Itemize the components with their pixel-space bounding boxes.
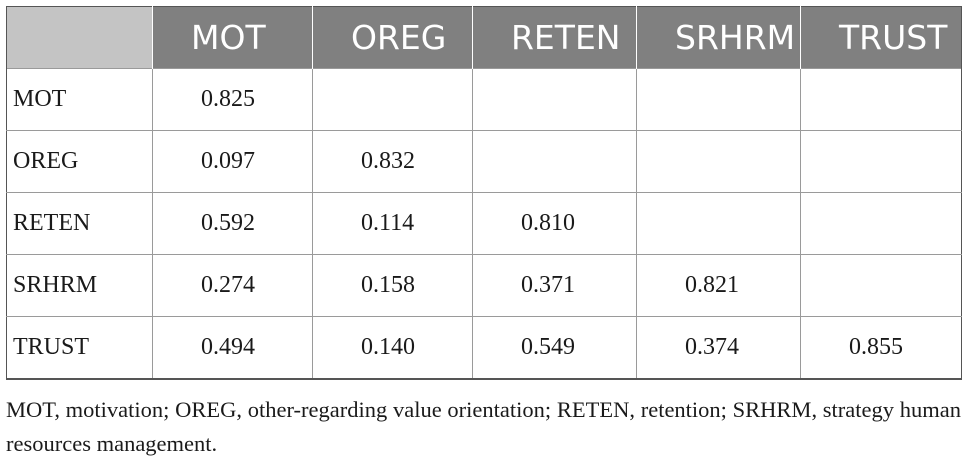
table-cell xyxy=(636,130,801,193)
header-corner-cell xyxy=(6,6,153,69)
table-cell: 0.832 xyxy=(312,130,473,193)
table-cell: 0.592 xyxy=(152,192,313,255)
row-header-srhrm: SRHRM xyxy=(6,254,153,317)
table-row: MOT 0.825 xyxy=(6,68,962,131)
table-cell: 0.810 xyxy=(472,192,637,255)
table-cell xyxy=(472,68,637,131)
column-header-oreg: OREG xyxy=(312,6,473,69)
table-cell: 0.158 xyxy=(312,254,473,317)
row-header-mot: MOT xyxy=(6,68,153,131)
table-cell: 0.494 xyxy=(152,316,313,380)
table-cell xyxy=(800,192,962,255)
row-header-reten: RETEN xyxy=(6,192,153,255)
table-row: SRHRM 0.274 0.158 0.371 0.821 xyxy=(6,254,962,317)
table-cell xyxy=(636,68,801,131)
table-row: OREG 0.097 0.832 xyxy=(6,130,962,193)
column-header-trust: TRUST xyxy=(800,6,962,69)
correlation-table-container: MOT OREG RETEN SRHRM TRUST MOT 0.825 ORE… xyxy=(6,6,962,380)
table-cell: 0.821 xyxy=(636,254,801,317)
column-header-reten: RETEN xyxy=(472,6,637,69)
column-header-mot: MOT xyxy=(152,6,313,69)
table-row: TRUST 0.494 0.140 0.549 0.374 0.855 xyxy=(6,316,962,380)
row-header-trust: TRUST xyxy=(6,316,153,380)
table-cell: 0.825 xyxy=(152,68,313,131)
table-cell: 0.371 xyxy=(472,254,637,317)
table-cell xyxy=(472,130,637,193)
table-cell: 0.114 xyxy=(312,192,473,255)
table-cell: 0.549 xyxy=(472,316,637,380)
table-cell: 0.140 xyxy=(312,316,473,380)
column-header-srhrm: SRHRM xyxy=(636,6,801,69)
table-cell xyxy=(800,68,962,131)
table-cell: 0.855 xyxy=(800,316,962,380)
table-row: RETEN 0.592 0.114 0.810 xyxy=(6,192,962,255)
row-header-oreg: OREG xyxy=(6,130,153,193)
table-footnote: MOT, motivation; OREG, other-regarding v… xyxy=(6,397,961,456)
table-header-row: MOT OREG RETEN SRHRM TRUST xyxy=(6,6,962,69)
table-cell xyxy=(312,68,473,131)
table-cell: 0.274 xyxy=(152,254,313,317)
table-cell xyxy=(800,130,962,193)
table-cell xyxy=(800,254,962,317)
table-cell xyxy=(636,192,801,255)
correlation-table: MOT OREG RETEN SRHRM TRUST MOT 0.825 ORE… xyxy=(6,6,962,380)
table-cell: 0.097 xyxy=(152,130,313,193)
table-cell: 0.374 xyxy=(636,316,801,380)
